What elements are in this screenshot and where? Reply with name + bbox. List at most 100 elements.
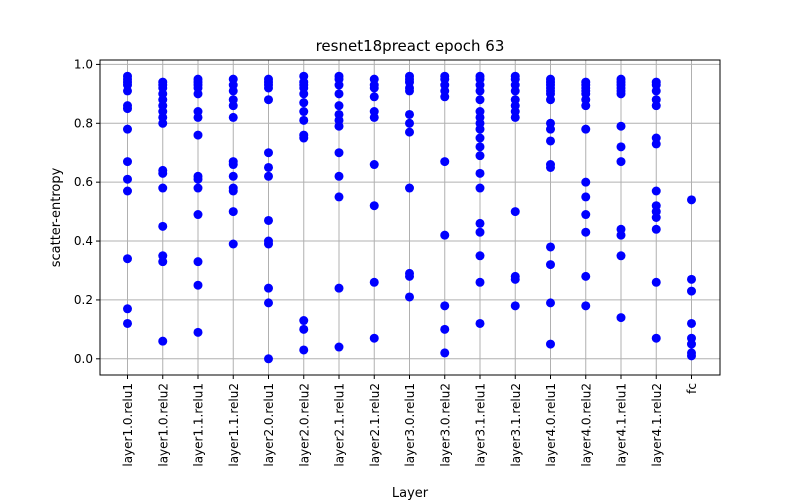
data-point — [687, 274, 696, 284]
data-point — [546, 95, 555, 105]
data-point — [299, 133, 309, 143]
data-point — [158, 168, 168, 178]
data-point — [369, 201, 379, 211]
data-point — [228, 171, 238, 181]
data-point — [369, 160, 379, 170]
data-point — [616, 251, 626, 261]
x-tick-label: layer4.1.relu2 — [650, 383, 664, 467]
data-point — [299, 345, 309, 355]
data-point — [651, 139, 661, 149]
y-tick-label: 0.2 — [74, 293, 93, 307]
data-point — [264, 215, 273, 225]
data-point — [158, 183, 168, 193]
data-point — [651, 213, 661, 222]
data-point — [299, 89, 309, 99]
data-point — [405, 127, 414, 137]
data-point — [158, 257, 168, 267]
data-point — [616, 121, 626, 131]
data-point — [687, 286, 696, 296]
data-point — [334, 192, 344, 202]
y-tick-label: 0.8 — [74, 116, 93, 130]
data-point — [510, 301, 520, 311]
data-point — [264, 148, 273, 158]
data-point — [687, 195, 696, 205]
data-point — [475, 251, 485, 261]
y-tick-label: 0.0 — [74, 352, 93, 366]
data-point — [651, 333, 661, 343]
data-point — [581, 192, 591, 202]
data-point — [581, 271, 591, 281]
data-point — [616, 230, 626, 240]
x-tick-label: layer3.1.relu1 — [474, 383, 488, 467]
data-point — [193, 112, 203, 122]
data-points — [123, 71, 696, 364]
data-point — [193, 327, 203, 337]
data-point — [369, 277, 379, 287]
data-point — [546, 242, 555, 252]
data-point — [193, 280, 203, 290]
data-point — [193, 257, 203, 267]
data-point — [193, 174, 203, 184]
data-point — [440, 92, 450, 102]
data-point — [475, 142, 485, 152]
data-point — [405, 271, 414, 281]
data-point — [651, 277, 661, 287]
data-point — [334, 121, 344, 131]
data-point — [299, 115, 309, 125]
data-point — [334, 80, 344, 90]
data-point — [123, 186, 132, 196]
data-point — [123, 124, 132, 134]
data-point — [440, 301, 450, 311]
data-point — [228, 207, 238, 217]
data-point — [369, 83, 379, 93]
data-point — [299, 316, 309, 326]
data-point — [440, 348, 450, 358]
data-point — [264, 298, 273, 308]
data-point — [334, 148, 344, 158]
x-tick-label: fc — [685, 383, 699, 394]
x-tick-label: layer2.1.relu1 — [333, 383, 347, 467]
data-point — [193, 210, 203, 220]
data-point — [475, 86, 485, 96]
data-point — [369, 92, 379, 102]
chart-title: resnet18preact epoch 63 — [316, 37, 505, 55]
data-point — [581, 210, 591, 220]
x-tick-label: layer1.0.relu1 — [121, 383, 135, 467]
data-point — [228, 160, 238, 170]
data-point — [123, 104, 132, 114]
data-point — [616, 157, 626, 167]
data-point — [475, 183, 485, 193]
data-point — [264, 162, 273, 172]
data-point — [510, 207, 520, 217]
data-point — [475, 218, 485, 228]
data-point — [228, 86, 238, 96]
data-point — [510, 112, 520, 122]
data-point — [405, 109, 414, 119]
data-point — [193, 130, 203, 140]
data-point — [123, 86, 132, 96]
data-point — [123, 157, 132, 167]
axis-ticks: 0.0 0.2 0.4 0.6 0.8 1.0 layer1.0.relu1 layer1.0… — [74, 57, 699, 466]
data-point — [475, 277, 485, 287]
data-point — [405, 183, 414, 193]
data-point — [405, 292, 414, 302]
data-point — [581, 124, 591, 134]
data-point — [334, 171, 344, 181]
y-tick-label: 0.6 — [74, 175, 93, 189]
data-point — [546, 298, 555, 308]
x-tick-label: layer2.1.relu2 — [368, 383, 382, 467]
data-point — [581, 301, 591, 311]
x-axis-label: Layer — [392, 486, 429, 500]
data-point — [299, 98, 309, 108]
data-point — [475, 168, 485, 178]
data-point — [440, 157, 450, 167]
data-point — [228, 186, 238, 196]
data-point — [264, 171, 273, 181]
x-tick-label: layer4.1.relu1 — [615, 383, 629, 467]
data-point — [475, 95, 485, 105]
data-point — [510, 86, 520, 96]
data-point — [264, 95, 273, 105]
x-tick-label: layer1.0.relu2 — [156, 383, 170, 467]
data-point — [193, 89, 203, 99]
